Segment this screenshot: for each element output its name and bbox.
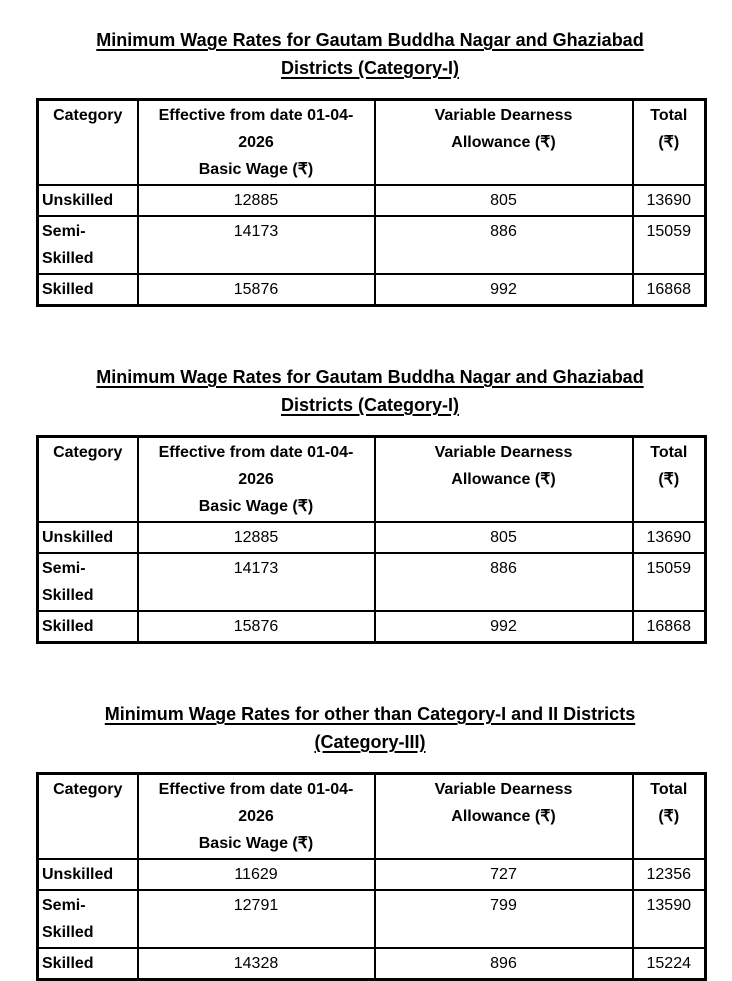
header-category: Category bbox=[36, 435, 139, 523]
document-page: Minimum Wage Rates for Gautam Buddha Nag… bbox=[0, 26, 732, 981]
cell-vda: 896 bbox=[373, 947, 634, 981]
section-title-line1: Minimum Wage Rates for Gautam Buddha Nag… bbox=[96, 30, 644, 50]
cell-basic-wage: 15876 bbox=[136, 273, 376, 307]
header-total: Total (₹) bbox=[631, 98, 707, 186]
section-title-line2: Districts (Category-I) bbox=[280, 395, 460, 415]
cell-vda: 805 bbox=[373, 184, 634, 217]
cell-basic-wage: 12885 bbox=[136, 184, 376, 217]
section-title: Minimum Wage Rates for Gautam Buddha Nag… bbox=[36, 26, 704, 82]
header-variable-dearness-allowance: Variable Dearness Allowance (₹) bbox=[373, 435, 634, 523]
cell-basic-wage: 11629 bbox=[136, 858, 376, 891]
table-header-row: Category Effective from date 01-04- 2026… bbox=[36, 772, 707, 860]
header-total: Total (₹) bbox=[631, 772, 707, 860]
cell-total: 15059 bbox=[631, 215, 707, 275]
cell-total: 16868 bbox=[631, 610, 707, 644]
section-title-line1: Minimum Wage Rates for Gautam Buddha Nag… bbox=[96, 367, 644, 387]
table-row-unskilled: Unskilled 12885 805 13690 bbox=[36, 521, 707, 554]
table-row-semi-skilled: Semi- Skilled 14173 886 15059 bbox=[36, 552, 707, 612]
cell-basic-wage: 14328 bbox=[136, 947, 376, 981]
cell-total: 13590 bbox=[631, 889, 707, 949]
cell-basic-wage: 12791 bbox=[136, 889, 376, 949]
cell-total: 16868 bbox=[631, 273, 707, 307]
cell-vda: 992 bbox=[373, 610, 634, 644]
header-total: Total (₹) bbox=[631, 435, 707, 523]
table-row-unskilled: Unskilled 12885 805 13690 bbox=[36, 184, 707, 217]
header-basic-wage: Effective from date 01-04- 2026 Basic Wa… bbox=[136, 435, 376, 523]
table-row-unskilled: Unskilled 11629 727 12356 bbox=[36, 858, 707, 891]
table-row-skilled: Skilled 15876 992 16868 bbox=[36, 273, 707, 307]
cell-category: Skilled bbox=[36, 273, 139, 307]
cell-category: Unskilled bbox=[36, 521, 139, 554]
cell-category: Semi- Skilled bbox=[36, 215, 139, 275]
cell-category: Semi- Skilled bbox=[36, 889, 139, 949]
cell-vda: 886 bbox=[373, 215, 634, 275]
cell-vda: 805 bbox=[373, 521, 634, 554]
cell-category: Skilled bbox=[36, 947, 139, 981]
cell-vda: 992 bbox=[373, 273, 634, 307]
table-row-semi-skilled: Semi- Skilled 12791 799 13590 bbox=[36, 889, 707, 949]
wage-section-category-1-repeat: Minimum Wage Rates for Gautam Buddha Nag… bbox=[36, 363, 707, 644]
wage-table: Category Effective from date 01-04- 2026… bbox=[36, 435, 707, 644]
header-basic-wage: Effective from date 01-04- 2026 Basic Wa… bbox=[136, 772, 376, 860]
cell-basic-wage: 15876 bbox=[136, 610, 376, 644]
header-variable-dearness-allowance: Variable Dearness Allowance (₹) bbox=[373, 98, 634, 186]
table-row-skilled: Skilled 14328 896 15224 bbox=[36, 947, 707, 981]
cell-category: Unskilled bbox=[36, 858, 139, 891]
section-title: Minimum Wage Rates for Gautam Buddha Nag… bbox=[36, 363, 704, 419]
cell-category: Skilled bbox=[36, 610, 139, 644]
cell-total: 13690 bbox=[631, 521, 707, 554]
cell-basic-wage: 14173 bbox=[136, 215, 376, 275]
section-title-line2: Districts (Category-I) bbox=[280, 58, 460, 78]
cell-vda: 727 bbox=[373, 858, 634, 891]
cell-basic-wage: 12885 bbox=[136, 521, 376, 554]
wage-table: Category Effective from date 01-04- 2026… bbox=[36, 772, 707, 981]
cell-total: 12356 bbox=[631, 858, 707, 891]
section-title: Minimum Wage Rates for other than Catego… bbox=[36, 700, 704, 756]
cell-vda: 799 bbox=[373, 889, 634, 949]
header-category: Category bbox=[36, 772, 139, 860]
header-category: Category bbox=[36, 98, 139, 186]
wage-table: Category Effective from date 01-04- 2026… bbox=[36, 98, 707, 307]
cell-category: Unskilled bbox=[36, 184, 139, 217]
table-row-semi-skilled: Semi- Skilled 14173 886 15059 bbox=[36, 215, 707, 275]
section-title-line1: Minimum Wage Rates for other than Catego… bbox=[104, 704, 636, 724]
table-header-row: Category Effective from date 01-04- 2026… bbox=[36, 435, 707, 523]
header-variable-dearness-allowance: Variable Dearness Allowance (₹) bbox=[373, 772, 634, 860]
cell-basic-wage: 14173 bbox=[136, 552, 376, 612]
section-title-line2: (Category-III) bbox=[314, 732, 426, 752]
cell-category: Semi- Skilled bbox=[36, 552, 139, 612]
cell-vda: 886 bbox=[373, 552, 634, 612]
cell-total: 15224 bbox=[631, 947, 707, 981]
cell-total: 13690 bbox=[631, 184, 707, 217]
cell-total: 15059 bbox=[631, 552, 707, 612]
header-basic-wage: Effective from date 01-04- 2026 Basic Wa… bbox=[136, 98, 376, 186]
wage-section-category-3: Minimum Wage Rates for other than Catego… bbox=[36, 700, 707, 981]
table-header-row: Category Effective from date 01-04- 2026… bbox=[36, 98, 707, 186]
wage-section-category-1: Minimum Wage Rates for Gautam Buddha Nag… bbox=[36, 26, 707, 307]
table-row-skilled: Skilled 15876 992 16868 bbox=[36, 610, 707, 644]
